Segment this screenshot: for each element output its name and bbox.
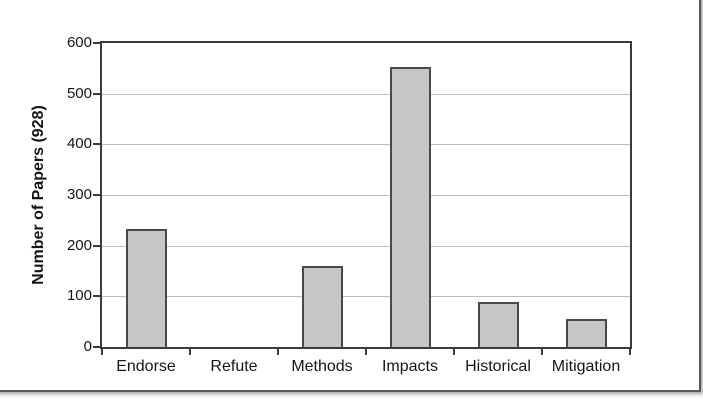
y-tick-mark-0: [93, 346, 100, 348]
y-axis-title: Number of Papers (928): [30, 105, 47, 285]
gridline-200: [102, 245, 630, 247]
x-tick-mark-6: [629, 349, 631, 355]
x-category-label-refute: Refute: [210, 358, 258, 375]
x-tick-mark-3: [365, 349, 367, 355]
gridline-300: [102, 195, 630, 196]
bar-methods: [302, 266, 343, 347]
y-tick-label-300: 300: [66, 186, 92, 203]
x-tick-mark-4: [453, 349, 455, 355]
x-category-label-historical: Historical: [465, 358, 531, 375]
gridline-400: [102, 144, 630, 146]
bar-endorse: [126, 229, 167, 347]
y-tick-label-200: 200: [66, 236, 92, 254]
y-tick-mark-600: [93, 42, 100, 44]
y-tick-label-400: 400: [66, 135, 92, 153]
x-category-label-mitigation: Mitigation: [551, 358, 621, 375]
x-tick-mark-5: [541, 349, 543, 355]
gridline-500: [102, 93, 630, 95]
y-tick-label-500: 500: [66, 84, 92, 102]
y-tick-mark-300: [93, 194, 100, 196]
x-category-label-endorse: Endorse: [116, 358, 176, 375]
x-tick-mark-2: [277, 349, 279, 355]
bar-mitigation: [566, 319, 607, 347]
bar-historical: [478, 302, 519, 347]
plot-area: [100, 41, 632, 349]
y-tick-label-100: 100: [66, 287, 92, 305]
y-tick-mark-200: [93, 244, 100, 247]
x-category-label-methods: Methods: [291, 358, 353, 375]
y-tick-mark-100: [93, 295, 100, 298]
x-tick-mark-1: [189, 349, 191, 355]
y-tick-label-600: 600: [66, 34, 92, 51]
bar-impacts: [390, 67, 431, 347]
y-tick-label-0: 0: [83, 338, 92, 355]
y-tick-mark-500: [93, 92, 100, 95]
y-tick-mark-400: [93, 143, 100, 146]
gridline-100: [102, 296, 630, 298]
x-tick-mark-0: [101, 349, 103, 355]
x-category-label-impacts: Impacts: [381, 358, 438, 375]
